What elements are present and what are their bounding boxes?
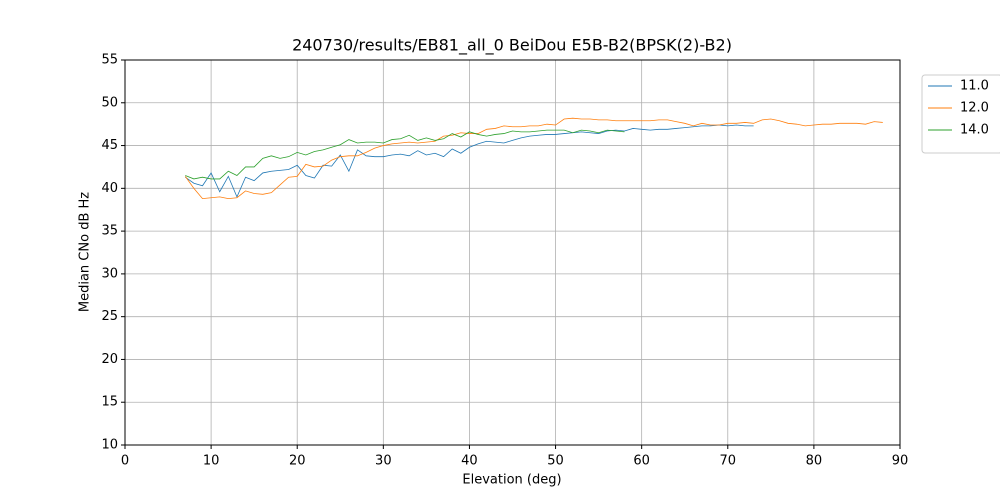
legend-label: 11.0 xyxy=(960,79,989,94)
y-tick-label: 30 xyxy=(101,266,118,281)
series-line xyxy=(185,124,754,198)
x-tick-label: 10 xyxy=(203,454,220,469)
x-tick-label: 40 xyxy=(461,454,478,469)
x-tick-label: 0 xyxy=(121,454,129,469)
y-axis-label: Median CNo dB Hz xyxy=(78,192,93,312)
series-line xyxy=(185,129,625,180)
legend-label: 14.0 xyxy=(960,123,989,138)
y-tick-label: 40 xyxy=(101,181,118,196)
series-line xyxy=(184,117,883,200)
x-tick-label: 70 xyxy=(720,454,737,469)
y-tick-label: 55 xyxy=(101,53,118,68)
legend-label: 12.0 xyxy=(960,101,989,116)
x-tick-label: 20 xyxy=(289,454,306,469)
x-tick-label: 50 xyxy=(547,454,564,469)
y-tick-label: 50 xyxy=(101,95,118,110)
y-tick-label: 10 xyxy=(101,438,118,453)
legend-box xyxy=(921,74,1000,154)
y-tick-label: 45 xyxy=(101,138,118,153)
x-tick-label: 60 xyxy=(633,454,650,469)
y-tick-label: 15 xyxy=(101,395,118,410)
x-tick-label: 90 xyxy=(892,454,909,469)
plot-frame xyxy=(124,59,901,446)
x-tick-label: 30 xyxy=(375,454,392,469)
y-tick-label: 35 xyxy=(101,224,118,239)
y-tick-label: 25 xyxy=(101,309,118,324)
chart-title: 240730/results/EB81_all_0 BeiDou E5B-B2(… xyxy=(292,36,732,56)
y-tick-label: 20 xyxy=(101,352,118,367)
x-tick-label: 80 xyxy=(806,454,823,469)
x-axis-label: Elevation (deg) xyxy=(462,473,561,488)
